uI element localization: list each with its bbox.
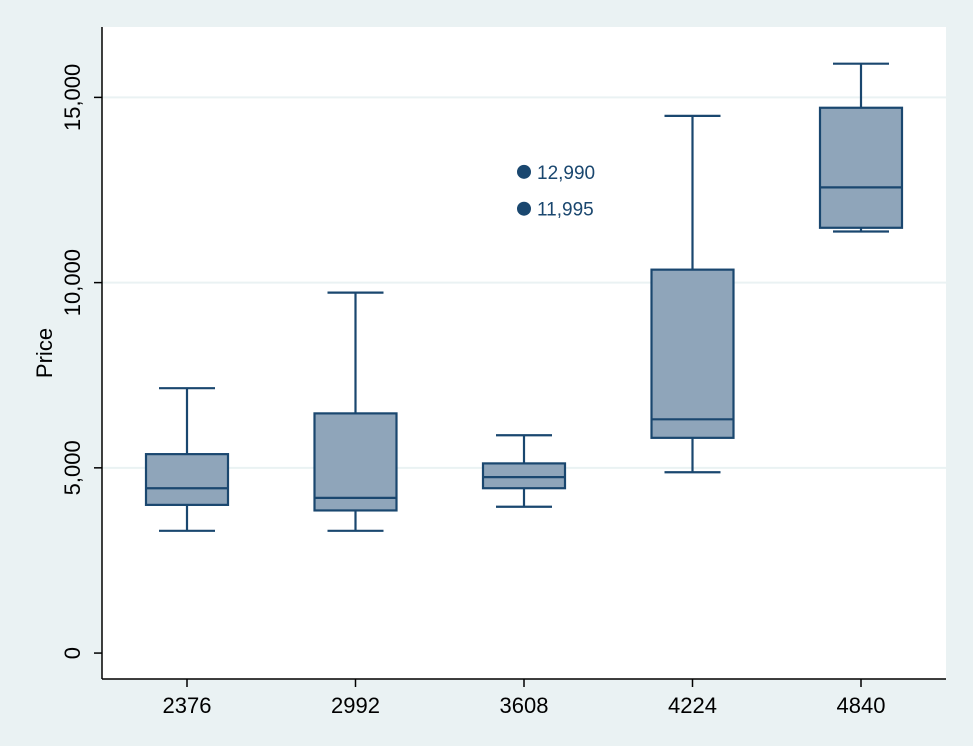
x-tick-label: 2376: [163, 693, 212, 718]
outlier-label: 12,990: [537, 163, 595, 184]
y-tick-label: 15,000: [60, 64, 85, 131]
y-axis-ticks: 0 5,000 10,000 15,000: [60, 64, 102, 659]
iqr-box: [144, 453, 230, 506]
box-2992: [313, 291, 398, 532]
iqr-box: [481, 462, 567, 490]
iqr-box: [650, 268, 735, 439]
x-tick-label: 4840: [837, 693, 886, 718]
iqr-box: [313, 412, 398, 512]
y-tick-label: 5,000: [60, 440, 85, 495]
plot-area: [102, 27, 946, 679]
box-3608: 12,990 11,995: [481, 163, 595, 508]
y-tick-label: 0: [60, 647, 85, 659]
x-tick-label: 4224: [668, 693, 717, 718]
box-4224: [650, 114, 735, 474]
box-layer: 12,990 11,995: [144, 62, 904, 532]
box-2376: [144, 387, 230, 532]
outlier-point: [517, 164, 531, 179]
x-tick-label: 2992: [331, 693, 380, 718]
box-4840: [818, 62, 904, 233]
y-axis-title: Price: [32, 328, 57, 378]
x-axis-ticks: 2376 2992 3608 4224 4840: [163, 679, 886, 718]
y-tick-label: 10,000: [60, 249, 85, 316]
iqr-box: [818, 106, 904, 229]
outlier-label: 11,995: [537, 200, 594, 221]
outlier-point: [517, 201, 531, 216]
x-tick-label: 3608: [500, 693, 549, 718]
